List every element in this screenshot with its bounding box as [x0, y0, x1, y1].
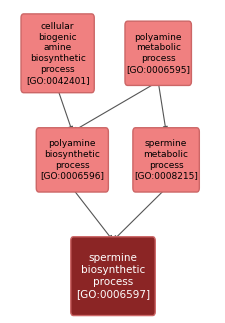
Text: polyamine
metabolic
process
[GO:0006595]: polyamine metabolic process [GO:0006595]	[126, 33, 189, 74]
FancyBboxPatch shape	[124, 21, 191, 85]
Text: spermine
biosynthetic
process
[GO:0006597]: spermine biosynthetic process [GO:000659…	[76, 253, 149, 299]
FancyBboxPatch shape	[36, 128, 108, 192]
Text: polyamine
biosynthetic
process
[GO:0006596]: polyamine biosynthetic process [GO:00065…	[40, 139, 104, 181]
Text: cellular
biogenic
amine
biosynthetic
process
[GO:0042401]: cellular biogenic amine biosynthetic pro…	[26, 22, 89, 85]
Text: spermine
metabolic
process
[GO:0008215]: spermine metabolic process [GO:0008215]	[134, 139, 197, 181]
FancyBboxPatch shape	[70, 237, 155, 316]
FancyBboxPatch shape	[132, 128, 198, 192]
FancyBboxPatch shape	[21, 14, 94, 93]
